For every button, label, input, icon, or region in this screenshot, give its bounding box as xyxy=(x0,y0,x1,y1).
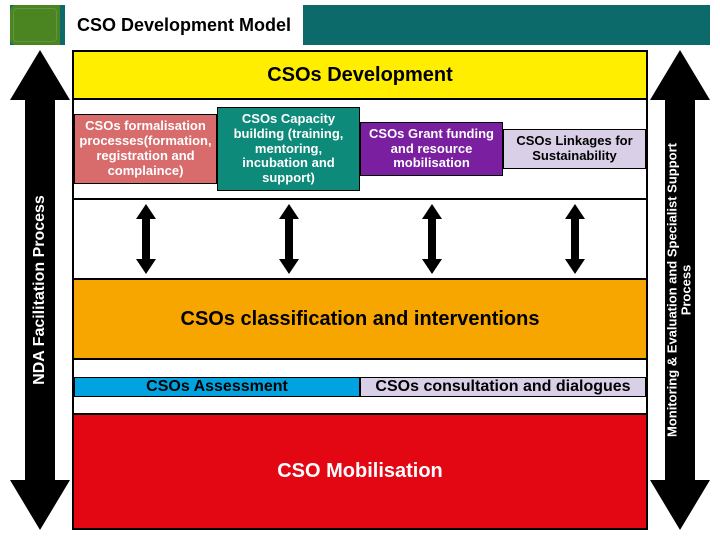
diagram-canvas: NDA Facilitation Process Monitoring & Ev… xyxy=(10,50,710,530)
row-classification: CSOs classification and interventions xyxy=(73,279,647,359)
row-pillars: CSOs formalisation processes(formation, … xyxy=(73,99,647,199)
cell-consultation: CSOs consultation and dialogues xyxy=(360,377,646,397)
double-arrow-icon xyxy=(565,204,585,274)
cell-assessment: CSOs Assessment xyxy=(74,377,360,397)
left-process-arrow: NDA Facilitation Process xyxy=(10,50,70,530)
pillar-linkages: CSOs Linkages for Sustainability xyxy=(503,129,646,169)
pillar-capacity: CSOs Capacity building (training, mentor… xyxy=(217,107,360,192)
row-assessment-consultation: CSOs Assessment CSOs consultation and di… xyxy=(73,359,647,414)
right-process-arrow: Monitoring & Evaluation and Specialist S… xyxy=(650,50,710,530)
model-stack: CSOs Development CSOs formalisation proc… xyxy=(72,50,648,530)
double-arrow-icon xyxy=(422,204,442,274)
double-arrow-icon xyxy=(136,204,156,274)
row-development: CSOs Development xyxy=(73,51,647,99)
right-process-label: Monitoring & Evaluation and Specialist S… xyxy=(666,143,695,437)
slide-title: CSO Development Model xyxy=(65,5,303,45)
double-arrow-icon xyxy=(279,204,299,274)
pillar-grant: CSOs Grant funding and resource mobilisa… xyxy=(360,122,503,177)
row-connector-arrows xyxy=(73,199,647,279)
pillar-formalisation: CSOs formalisation processes(formation, … xyxy=(74,114,217,184)
header-corner-decoration xyxy=(10,5,60,45)
left-process-label: NDA Facilitation Process xyxy=(31,195,49,385)
row-mobilisation: CSO Mobilisation xyxy=(73,414,647,529)
